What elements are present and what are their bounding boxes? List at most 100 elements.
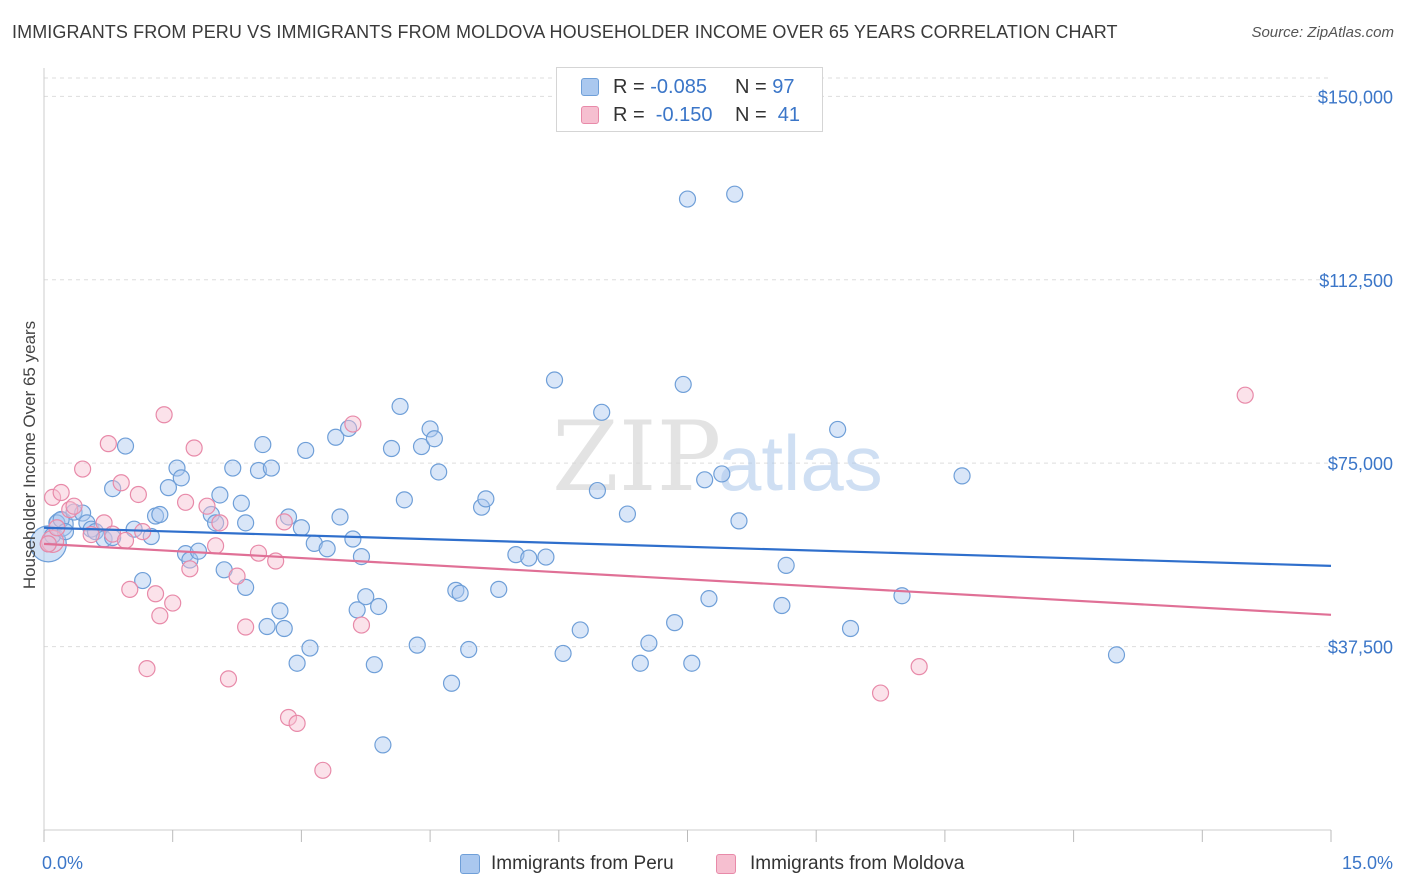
peru-point: [674, 375, 692, 394]
peru-point: [472, 498, 491, 516]
peru-point: [271, 602, 289, 620]
peru-point: [713, 465, 731, 483]
peru-point: [211, 486, 229, 504]
peru-point: [327, 428, 345, 446]
moldova-point: [228, 567, 246, 585]
peru-point: [172, 469, 190, 487]
peru-point: [232, 494, 250, 512]
peru-point: [545, 371, 564, 389]
peru-point: [726, 185, 744, 203]
moldova-point: [52, 483, 70, 502]
peru-point: [292, 519, 310, 537]
y-tick-label: $112,500: [1319, 271, 1393, 291]
moldova-point: [211, 514, 229, 532]
series-moldova-points: [39, 386, 1254, 779]
peru-point: [262, 459, 280, 477]
n-label: N =: [735, 76, 773, 98]
peru-point: [254, 435, 272, 454]
peru-point: [666, 614, 684, 632]
moldova-point: [82, 525, 100, 544]
watermark-atlas: atlas: [718, 419, 883, 507]
peru-point: [207, 514, 225, 532]
stats-row-peru: R = -0.085 N = 97: [557, 74, 822, 102]
moldova-point: [237, 618, 255, 636]
peru-point: [391, 397, 409, 416]
moldova-point: [314, 761, 332, 779]
stats-row-moldova: R = -0.150 N = 41: [557, 102, 822, 130]
peru-point: [593, 403, 611, 421]
gridlines: [44, 77, 1331, 648]
moldova-point: [198, 497, 216, 515]
peru-point: [412, 437, 431, 456]
moldova-point: [910, 658, 928, 676]
peru-point: [537, 548, 555, 566]
moldova-point: [176, 493, 195, 511]
peru-point: [421, 420, 439, 438]
x-tick-labels: 0.0% 15.0%: [42, 853, 1393, 873]
peru-point: [430, 463, 448, 481]
peru-point: [477, 490, 495, 508]
peru-point: [374, 736, 392, 754]
moldova-point: [99, 435, 117, 453]
peru-point: [554, 644, 572, 663]
peru-point: [168, 459, 186, 477]
moldova-point: [344, 415, 362, 433]
peru-point: [370, 597, 388, 616]
peru-point: [507, 546, 525, 564]
moldova-point: [219, 670, 238, 688]
trend-line-peru: [43, 526, 1332, 567]
peru-point: [275, 619, 293, 638]
peru-point: [249, 461, 268, 480]
stats-legend: R = -0.085 N = 97 R = -0.150 N = 41: [556, 67, 823, 132]
peru-point: [618, 505, 637, 523]
n-value-peru: 97: [772, 76, 795, 98]
peru-point: [683, 654, 701, 672]
peru-point: [288, 654, 306, 672]
peru-point: [520, 549, 538, 567]
peru-point: [331, 508, 349, 526]
n-label: N =: [735, 104, 773, 126]
r-value-peru: -0.085: [650, 76, 707, 98]
peru-point: [301, 639, 319, 657]
peru-point: [425, 430, 443, 448]
moldova-point: [138, 659, 156, 678]
peru-point: [442, 674, 461, 692]
peru-point: [777, 556, 795, 574]
peru-legend-swatch: [460, 854, 480, 874]
peru-point: [773, 596, 791, 615]
y-tick-labels: $37,500 $75,000 $112,500 $150,000: [1318, 87, 1393, 657]
peru-point: [116, 437, 135, 455]
moldova-point: [207, 537, 225, 555]
peru-point: [237, 514, 255, 532]
moldova-point: [249, 544, 268, 562]
moldova-point: [164, 594, 182, 612]
moldova-point: [121, 580, 139, 598]
peru-point: [74, 504, 92, 522]
moldova-point: [279, 708, 298, 727]
x-tick-label: 0.0%: [42, 853, 83, 873]
y-tick-label: $150,000: [1318, 87, 1393, 107]
peru-point: [408, 636, 426, 654]
peru-point: [631, 654, 649, 672]
moldova-legend-swatch: [716, 854, 736, 874]
peru-point: [451, 584, 469, 602]
moldova-point: [185, 439, 203, 457]
y-axis-label: Householder Income Over 65 years: [20, 321, 39, 589]
n-value-moldova: 41: [772, 104, 801, 126]
moldova-point: [116, 531, 135, 550]
peru-point: [841, 619, 860, 638]
peru-point: [395, 491, 413, 509]
peru-point: [460, 640, 478, 659]
peru-point: [134, 571, 152, 590]
peru-point: [297, 441, 315, 460]
moldova-swatch: [581, 106, 599, 124]
r-label: R =: [613, 76, 651, 98]
peru-swatch: [581, 78, 599, 96]
moldova-legend-label: Immigrants from Moldova: [750, 853, 965, 874]
moldova-point: [74, 460, 92, 478]
peru-point: [571, 621, 589, 639]
moldova-point: [1236, 386, 1254, 404]
chart-title: IMMIGRANTS FROM PERU VS IMMIGRANTS FROM …: [12, 22, 1118, 42]
peru-point: [318, 540, 336, 558]
